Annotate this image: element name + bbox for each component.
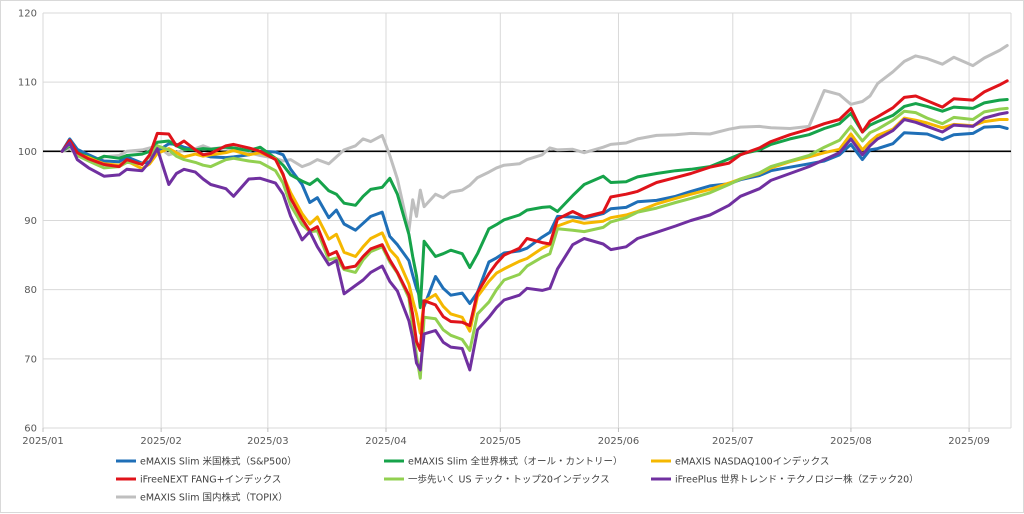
legend-label: eMAXIS Slim 国内株式（TOPIX） (140, 492, 288, 504)
x-tick-label: 2025/08 (830, 436, 872, 447)
legend-label: iFreePlus 世界トレンド・テクノロジー株（Zテック20） (675, 474, 919, 486)
y-tick-label: 100 (18, 147, 37, 158)
legend-label: eMAXIS Slim 米国株式（S&P500） (140, 456, 297, 468)
y-tick-label: 70 (24, 354, 37, 365)
series-line-6 (60, 44, 1009, 233)
legend-label: iFreeNEXT FANG+インデックス (140, 474, 281, 486)
legend-label: eMAXIS Slim 全世界株式（オール・カントリー） (408, 456, 622, 468)
series-line-3 (60, 79, 1009, 352)
y-tick-label: 90 (24, 216, 37, 227)
x-tick-label: 2025/04 (365, 436, 407, 447)
y-tick-label: 60 (24, 424, 37, 435)
x-tick-label: 2025/09 (948, 436, 990, 447)
x-tick-label: 2025/07 (712, 436, 754, 447)
series-line-5 (60, 111, 1009, 372)
x-tick-label: 2025/06 (598, 436, 640, 447)
series-line-4 (60, 106, 1009, 380)
x-tick-label: 2025/03 (247, 436, 289, 447)
y-tick-label: 80 (24, 285, 37, 296)
grid-lines (42, 12, 1012, 432)
x-tick-label: 2025/02 (140, 436, 182, 447)
legend: eMAXIS Slim 米国株式（S&P500） eMAXIS Slim 全世界株… (116, 456, 919, 504)
y-axis-ticks: 60 70 80 90 100 110 120 (18, 9, 37, 435)
series-lines (60, 44, 1009, 380)
legend-label: eMAXIS NASDAQ100インデックス (675, 456, 829, 468)
x-tick-label: 2025/05 (480, 436, 522, 447)
x-tick-label: 2025/01 (22, 436, 64, 447)
y-tick-label: 120 (18, 9, 37, 20)
x-axis-ticks: 2025/01 2025/02 2025/03 2025/04 2025/05 2025/… (22, 436, 990, 447)
series-line-2 (60, 116, 1009, 335)
legend-label: 一歩先いく US テック・トップ20インデックス (408, 474, 610, 486)
series-line-1 (60, 98, 1009, 310)
y-tick-label: 110 (18, 78, 37, 89)
